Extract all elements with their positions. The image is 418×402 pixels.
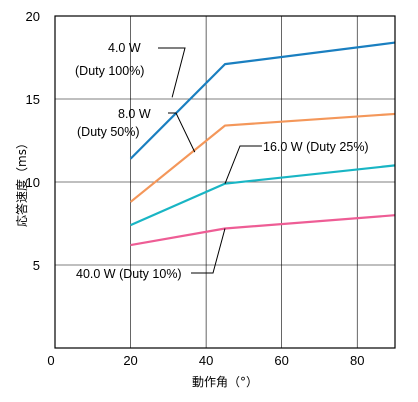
annotation-label: (Duty 100%) <box>75 64 144 78</box>
series-line <box>130 164 396 227</box>
annotations: 4.0 W (Duty 100%) 8.0 W (Duty 50%) 16.0 W (D… <box>75 41 369 281</box>
y-tick-label: 5 <box>33 258 40 273</box>
annotation-label: (Duty 50%) <box>77 125 140 139</box>
grid <box>55 16 395 348</box>
x-axis-title: 動作角（°） <box>192 375 258 389</box>
x-tick-label: 0 <box>47 353 54 368</box>
y-axis-title: 応答速度（ms） <box>14 137 29 227</box>
y-tick-label: 20 <box>26 9 40 24</box>
series-line <box>129 41 396 160</box>
y-tick-label: 10 <box>26 175 40 190</box>
annotation-label: 8.0 W <box>118 107 151 121</box>
series-line <box>129 112 396 203</box>
plot-frame <box>54 15 396 349</box>
annotation-label: 4.0 W <box>108 41 141 55</box>
x-tick-label: 80 <box>350 353 364 368</box>
annotation-leader <box>191 228 226 274</box>
x-tick-label: 40 <box>199 353 213 368</box>
annotation-leader <box>224 145 262 184</box>
x-tick-label: 60 <box>274 353 288 368</box>
annotation-label: 40.0 W (Duty 10%) <box>76 267 182 281</box>
annotation-leader <box>158 47 186 98</box>
tick-labels: 0 20 40 60 80 5 10 15 20 <box>26 9 365 368</box>
series-line <box>130 214 396 247</box>
y-tick-label: 15 <box>26 92 40 107</box>
annotation-leader <box>168 112 196 153</box>
annotation-label: 16.0 W (Duty 25%) <box>263 140 369 154</box>
x-tick-label: 20 <box>123 353 137 368</box>
